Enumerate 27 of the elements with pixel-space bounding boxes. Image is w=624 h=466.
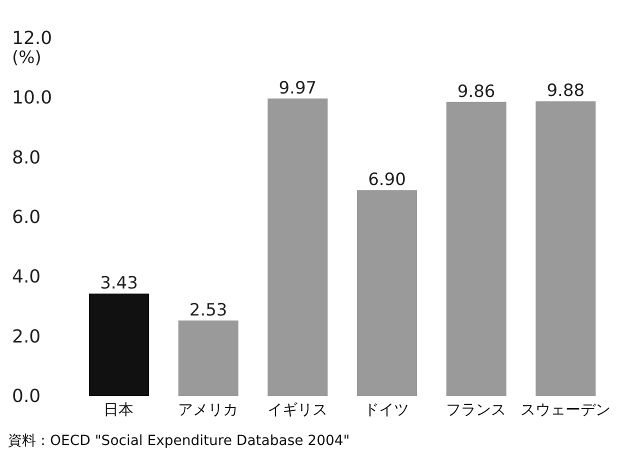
y-tick-label: 12.0 (12, 28, 52, 49)
x-tick-label: アメリカ (178, 400, 238, 419)
bar (89, 294, 149, 396)
data-label: 9.97 (278, 78, 317, 99)
x-tick-label: フランス (446, 400, 506, 419)
data-label: 9.86 (457, 82, 496, 102)
y-axis-title: (%) (12, 48, 42, 68)
x-tick-label: スウェーデン (520, 400, 610, 419)
bar (357, 190, 417, 396)
bar (268, 98, 328, 396)
y-tick-label: 0.0 (12, 386, 41, 407)
bar (536, 101, 596, 396)
x-tick-label: ドイツ (364, 400, 410, 419)
y-tick-label: 10.0 (12, 88, 52, 109)
data-label: 3.43 (100, 274, 138, 294)
y-tick-label: 2.0 (12, 326, 41, 348)
y-tick-label: 8.0 (12, 147, 41, 168)
bar (178, 320, 238, 396)
bar (446, 102, 506, 396)
y-tick-label: 4.0 (12, 266, 41, 288)
x-tick-label: 日本 (104, 400, 134, 419)
text: 資料：OECD "Social Expenditure Database 2004" (8, 432, 351, 450)
data-label: 9.88 (546, 81, 585, 102)
data-label: 6.90 (368, 170, 406, 190)
data-label: 2.53 (189, 300, 228, 321)
y-tick-label: 6.0 (12, 207, 41, 228)
x-tick-label: イギリス (267, 400, 328, 419)
